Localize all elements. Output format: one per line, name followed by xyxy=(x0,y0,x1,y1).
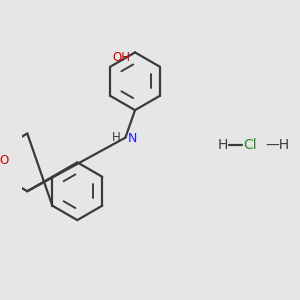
Text: N: N xyxy=(128,132,137,145)
Text: O: O xyxy=(0,154,8,167)
Text: OH: OH xyxy=(112,51,130,64)
Text: Cl: Cl xyxy=(243,137,256,152)
Text: H: H xyxy=(112,131,121,144)
Text: H: H xyxy=(218,137,229,152)
Text: —H: —H xyxy=(266,137,290,152)
